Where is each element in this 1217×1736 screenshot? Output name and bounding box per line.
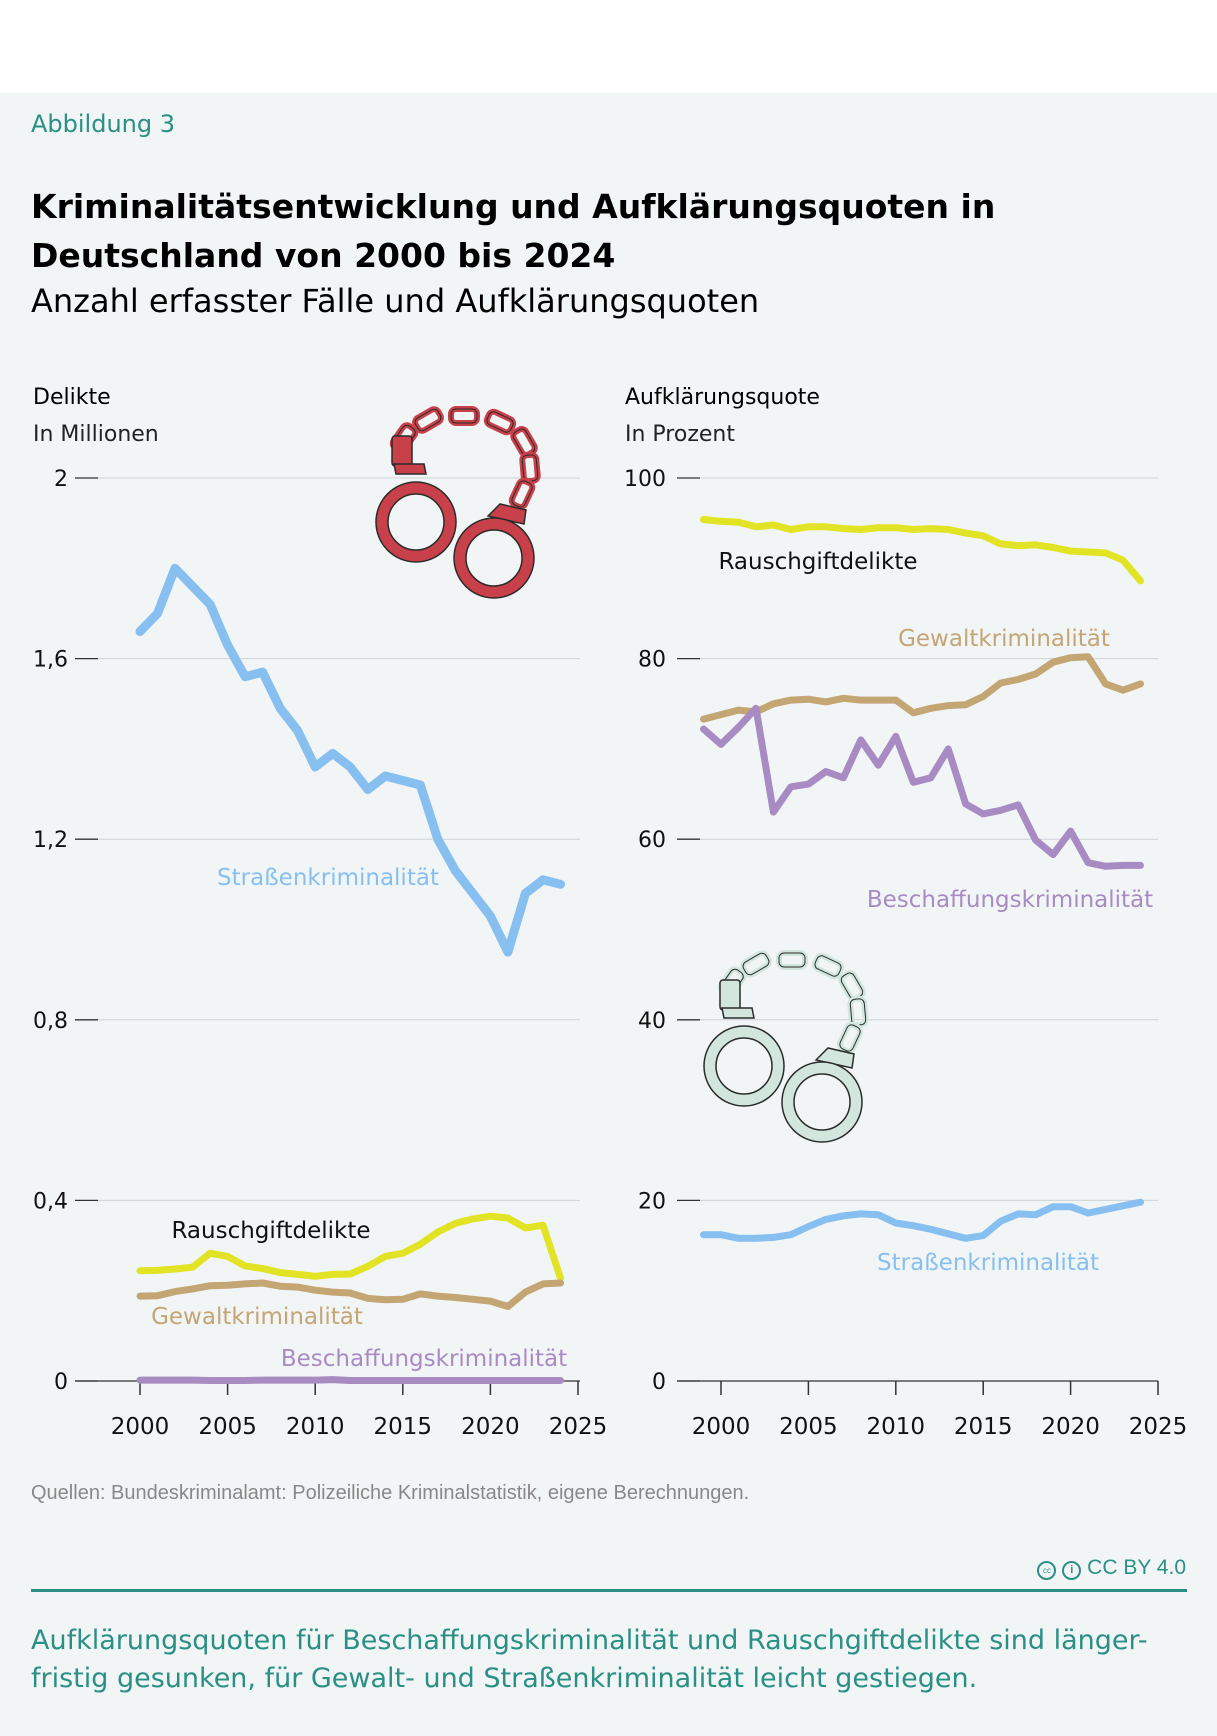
cuff-lock — [393, 463, 427, 475]
left-ylabel: Delikte — [33, 385, 111, 410]
x-tick-label: 2005 — [779, 1414, 838, 1440]
y-tick-label: 1,2 — [33, 828, 68, 853]
chart-title: Kriminalitätsentwicklung und Aufklärungs… — [31, 187, 996, 275]
cc-icon: cc — [1037, 1561, 1057, 1580]
x-tick-label: 2000 — [111, 1414, 170, 1440]
x-tick-label: 2000 — [692, 1414, 751, 1440]
chain-link-outline — [778, 952, 806, 968]
x-tick-label: 2010 — [867, 1414, 926, 1440]
series-label: Rauschgiftdelikte — [718, 549, 917, 575]
by-attribution-icon: i — [1062, 1561, 1082, 1580]
series-line-straßenkriminalität — [135, 563, 565, 957]
handcuffs-icon-red — [375, 406, 541, 599]
y-tick-label: 0 — [54, 1370, 68, 1395]
series-label: Straßenkriminalität — [877, 1250, 1099, 1276]
x-tick-label: 2020 — [1041, 1414, 1100, 1440]
x-tick-label: 2025 — [549, 1414, 608, 1440]
divider — [31, 1589, 1187, 1592]
cuff-hinge — [719, 979, 741, 1011]
cuff-lock — [721, 1007, 755, 1019]
series-label: Gewaltkriminalität — [898, 626, 1110, 652]
x-tick-label: 2020 — [461, 1414, 520, 1440]
chain-link-outline — [511, 480, 533, 508]
series-label: Rauschgiftdelikte — [171, 1218, 370, 1244]
y-tick-label: 40 — [638, 1009, 666, 1034]
top-band — [0, 0, 1217, 93]
series-line-straßenkriminalität — [700, 1198, 1144, 1242]
y-tick-label: 60 — [638, 828, 666, 853]
x-tick-label: 2025 — [1129, 1414, 1188, 1440]
license-text: CC BY 4.0 — [1087, 1556, 1186, 1579]
x-tick-label: 2010 — [286, 1414, 345, 1440]
series-label: Gewaltkriminalität — [151, 1304, 363, 1330]
series-line-rauschgiftdelikte — [136, 1212, 564, 1282]
series-line-beschaffungskriminalität — [136, 1376, 564, 1384]
y-tick-label: 1,6 — [33, 648, 68, 673]
chain-link-outline — [486, 411, 514, 433]
chain-link-outline — [814, 955, 842, 977]
series-line-gewaltkriminalität — [700, 653, 1144, 723]
right-chart-aufklaerungsquote: Aufklärungsquote In Prozent 0 20 40 60 80 100… — [624, 385, 1187, 1440]
series-line-beschaffungskriminalität — [700, 704, 1144, 870]
cuff-ring-hole — [387, 493, 445, 551]
y-tick-label: 80 — [638, 648, 666, 673]
y-tick-label: 100 — [624, 467, 666, 492]
cuff-lock — [814, 1047, 855, 1069]
cuff-hinge — [391, 435, 413, 467]
chain-link-outline — [742, 952, 770, 976]
y-tick-label: 2 — [54, 467, 68, 492]
right-yunit: In Prozent — [625, 422, 735, 447]
y-tick-label: 20 — [638, 1189, 666, 1214]
takeaway-text: Aufklärungsquoten für Beschaffungskrimin… — [31, 1625, 1148, 1694]
series-label: Beschaffungskriminalität — [867, 887, 1153, 913]
cuff-lock — [486, 503, 527, 525]
series-line-gewaltkriminalität — [136, 1279, 564, 1310]
chain-link — [776, 950, 808, 970]
chain-link — [448, 406, 480, 426]
source-note: Quellen: Bundeskriminalamt: Polizeiliche… — [31, 1482, 750, 1504]
license[interactable]: cc i CC BY 4.0 — [1037, 1556, 1186, 1580]
right-ylabel: Aufklärungsquote — [625, 385, 820, 410]
left-chart-delikte: Delikte In Millionen 0 0,4 0,8 1,2 1,6 2 2000 2… — [33, 385, 607, 1440]
series-line-rauschgiftdelikte — [700, 516, 1144, 585]
chain-link-outline — [839, 1024, 861, 1052]
x-tick-label: 2015 — [954, 1414, 1013, 1440]
x-tick-label: 2015 — [374, 1414, 433, 1440]
cuff-ring-hole — [793, 1073, 851, 1131]
figure-label: Abbildung 3 — [31, 110, 176, 138]
series-label: Beschaffungskriminalität — [281, 1346, 567, 1372]
y-tick-label: 0,4 — [33, 1189, 68, 1214]
chart-subtitle: Anzahl erfasster Fälle und Aufklärungsqu… — [31, 282, 760, 320]
chain-link-outline — [450, 408, 478, 424]
y-tick-label: 0,8 — [33, 1009, 68, 1034]
x-tick-label: 2005 — [198, 1414, 257, 1440]
y-tick-label: 0 — [652, 1370, 666, 1395]
chain-link-outline — [414, 408, 442, 432]
cuff-ring-hole — [715, 1037, 773, 1095]
left-yunit: In Millionen — [33, 422, 159, 447]
handcuffs-icon-green — [703, 950, 869, 1143]
cuff-ring-hole — [465, 529, 523, 587]
series-label: Straßenkriminalität — [217, 865, 439, 891]
